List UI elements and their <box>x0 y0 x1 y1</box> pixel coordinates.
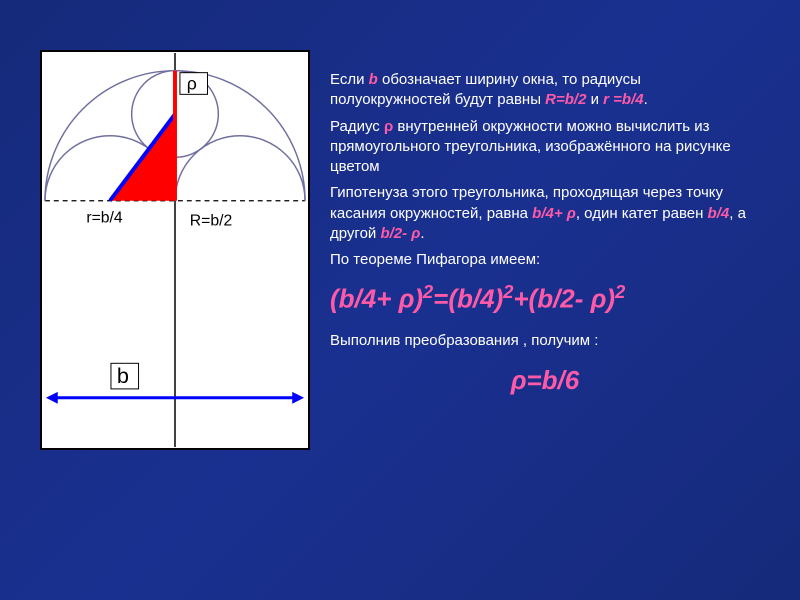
rho-label: ρ <box>187 73 197 93</box>
eq-sup-2: 2 <box>503 282 513 302</box>
paragraph-5: Выполнив преобразования , получим : <box>330 331 760 351</box>
result-equation: ρ=b/6 <box>330 363 760 398</box>
result-lhs: ρ= <box>511 365 542 395</box>
R-big-label: R=b/2 <box>190 212 232 229</box>
eq-plus: + <box>513 284 528 314</box>
r-small-label: r=b/4 <box>86 209 123 226</box>
p3-text-c: , один катет равен <box>576 205 708 222</box>
p1-b: b <box>369 71 378 88</box>
p1-text-e: и <box>586 91 603 108</box>
p3-text-g: . <box>420 225 424 242</box>
slide-content: ρ r=b/4 R=b/2 b Если b обозначает ширину… <box>40 50 760 550</box>
p2-text-a: Радиус <box>330 118 384 135</box>
eq-term-c: (b/2- ρ) <box>529 284 616 314</box>
paragraph-4: По теореме Пифагора имеем: <box>330 250 760 270</box>
right-small-semicircle <box>175 136 305 201</box>
p3-leg1: b/4 <box>708 205 730 222</box>
main-equation: (b/4+ ρ)2=(b/4)2+(b/2- ρ)2 <box>330 280 760 317</box>
geometry-diagram: ρ r=b/4 R=b/2 b <box>40 50 310 450</box>
p2-rho: ρ <box>384 118 393 135</box>
result-rhs: b/6 <box>542 365 580 395</box>
p1-text-a: Если <box>330 71 369 88</box>
eq-sup-3: 2 <box>615 282 625 302</box>
diagram-svg: ρ r=b/4 R=b/2 b <box>42 52 308 448</box>
eq-eq: = <box>433 284 448 314</box>
paragraph-2: Радиус ρ внутренней окружности можно выч… <box>330 117 760 178</box>
eq-term-b: (b/4) <box>448 284 503 314</box>
paragraph-1: Если b обозначает ширину окна, то радиус… <box>330 70 760 111</box>
eq-term-a: (b/4+ ρ) <box>330 284 423 314</box>
p3-leg2: b/2- ρ <box>380 225 420 242</box>
p3-hyp: b/4+ ρ <box>532 205 576 222</box>
text-column: Если b обозначает ширину окна, то радиус… <box>330 50 760 550</box>
b-label: b <box>117 363 129 388</box>
p1-text-g: . <box>644 91 648 108</box>
eq-sup-1: 2 <box>423 282 433 302</box>
paragraph-3: Гипотенуза этого треугольника, проходяща… <box>330 183 760 244</box>
p1-R: R=b/2 <box>545 91 586 108</box>
b-arrow-left <box>46 392 58 404</box>
b-arrow-right <box>292 392 304 404</box>
p1-r: r =b/4 <box>603 91 643 108</box>
